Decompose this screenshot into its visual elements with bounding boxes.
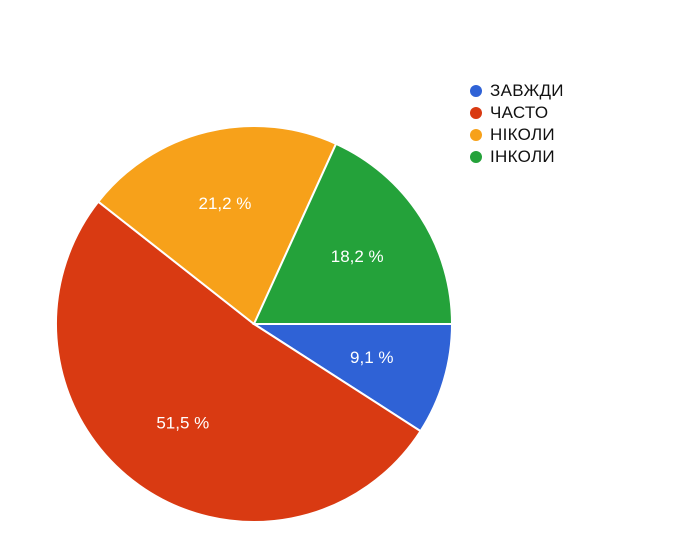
- legend-swatch: [470, 85, 482, 97]
- legend-swatch: [470, 129, 482, 141]
- legend-label: ЗАВЖДИ: [490, 81, 564, 100]
- legend: ЗАВЖДИ ЧАСТО НІКОЛИ ІНКОЛИ: [470, 80, 564, 168]
- pie-slice-3: [96, 125, 338, 326]
- slice-value-label: 18,2 %: [331, 247, 384, 266]
- legend-label: ІНКОЛИ: [490, 147, 555, 166]
- slice-value-label: 21,2 %: [198, 194, 251, 213]
- slice-value-label: 9,1 %: [350, 348, 393, 367]
- legend-swatch: [470, 151, 482, 163]
- legend-item-inkoly: ІНКОЛИ: [470, 146, 564, 168]
- legend-item-nikoly: НІКОЛИ: [470, 124, 564, 146]
- pie-slice-2: [55, 200, 422, 524]
- legend-label: НІКОЛИ: [490, 125, 555, 144]
- legend-swatch: [470, 107, 482, 119]
- legend-item-zavzhdy: ЗАВЖДИ: [470, 80, 564, 102]
- pie-slice-1: [250, 323, 454, 433]
- pie-slice-4: [252, 142, 454, 325]
- legend-item-chasto: ЧАСТО: [470, 102, 564, 124]
- slice-value-label: 51,5 %: [156, 413, 209, 432]
- legend-label: ЧАСТО: [490, 103, 549, 122]
